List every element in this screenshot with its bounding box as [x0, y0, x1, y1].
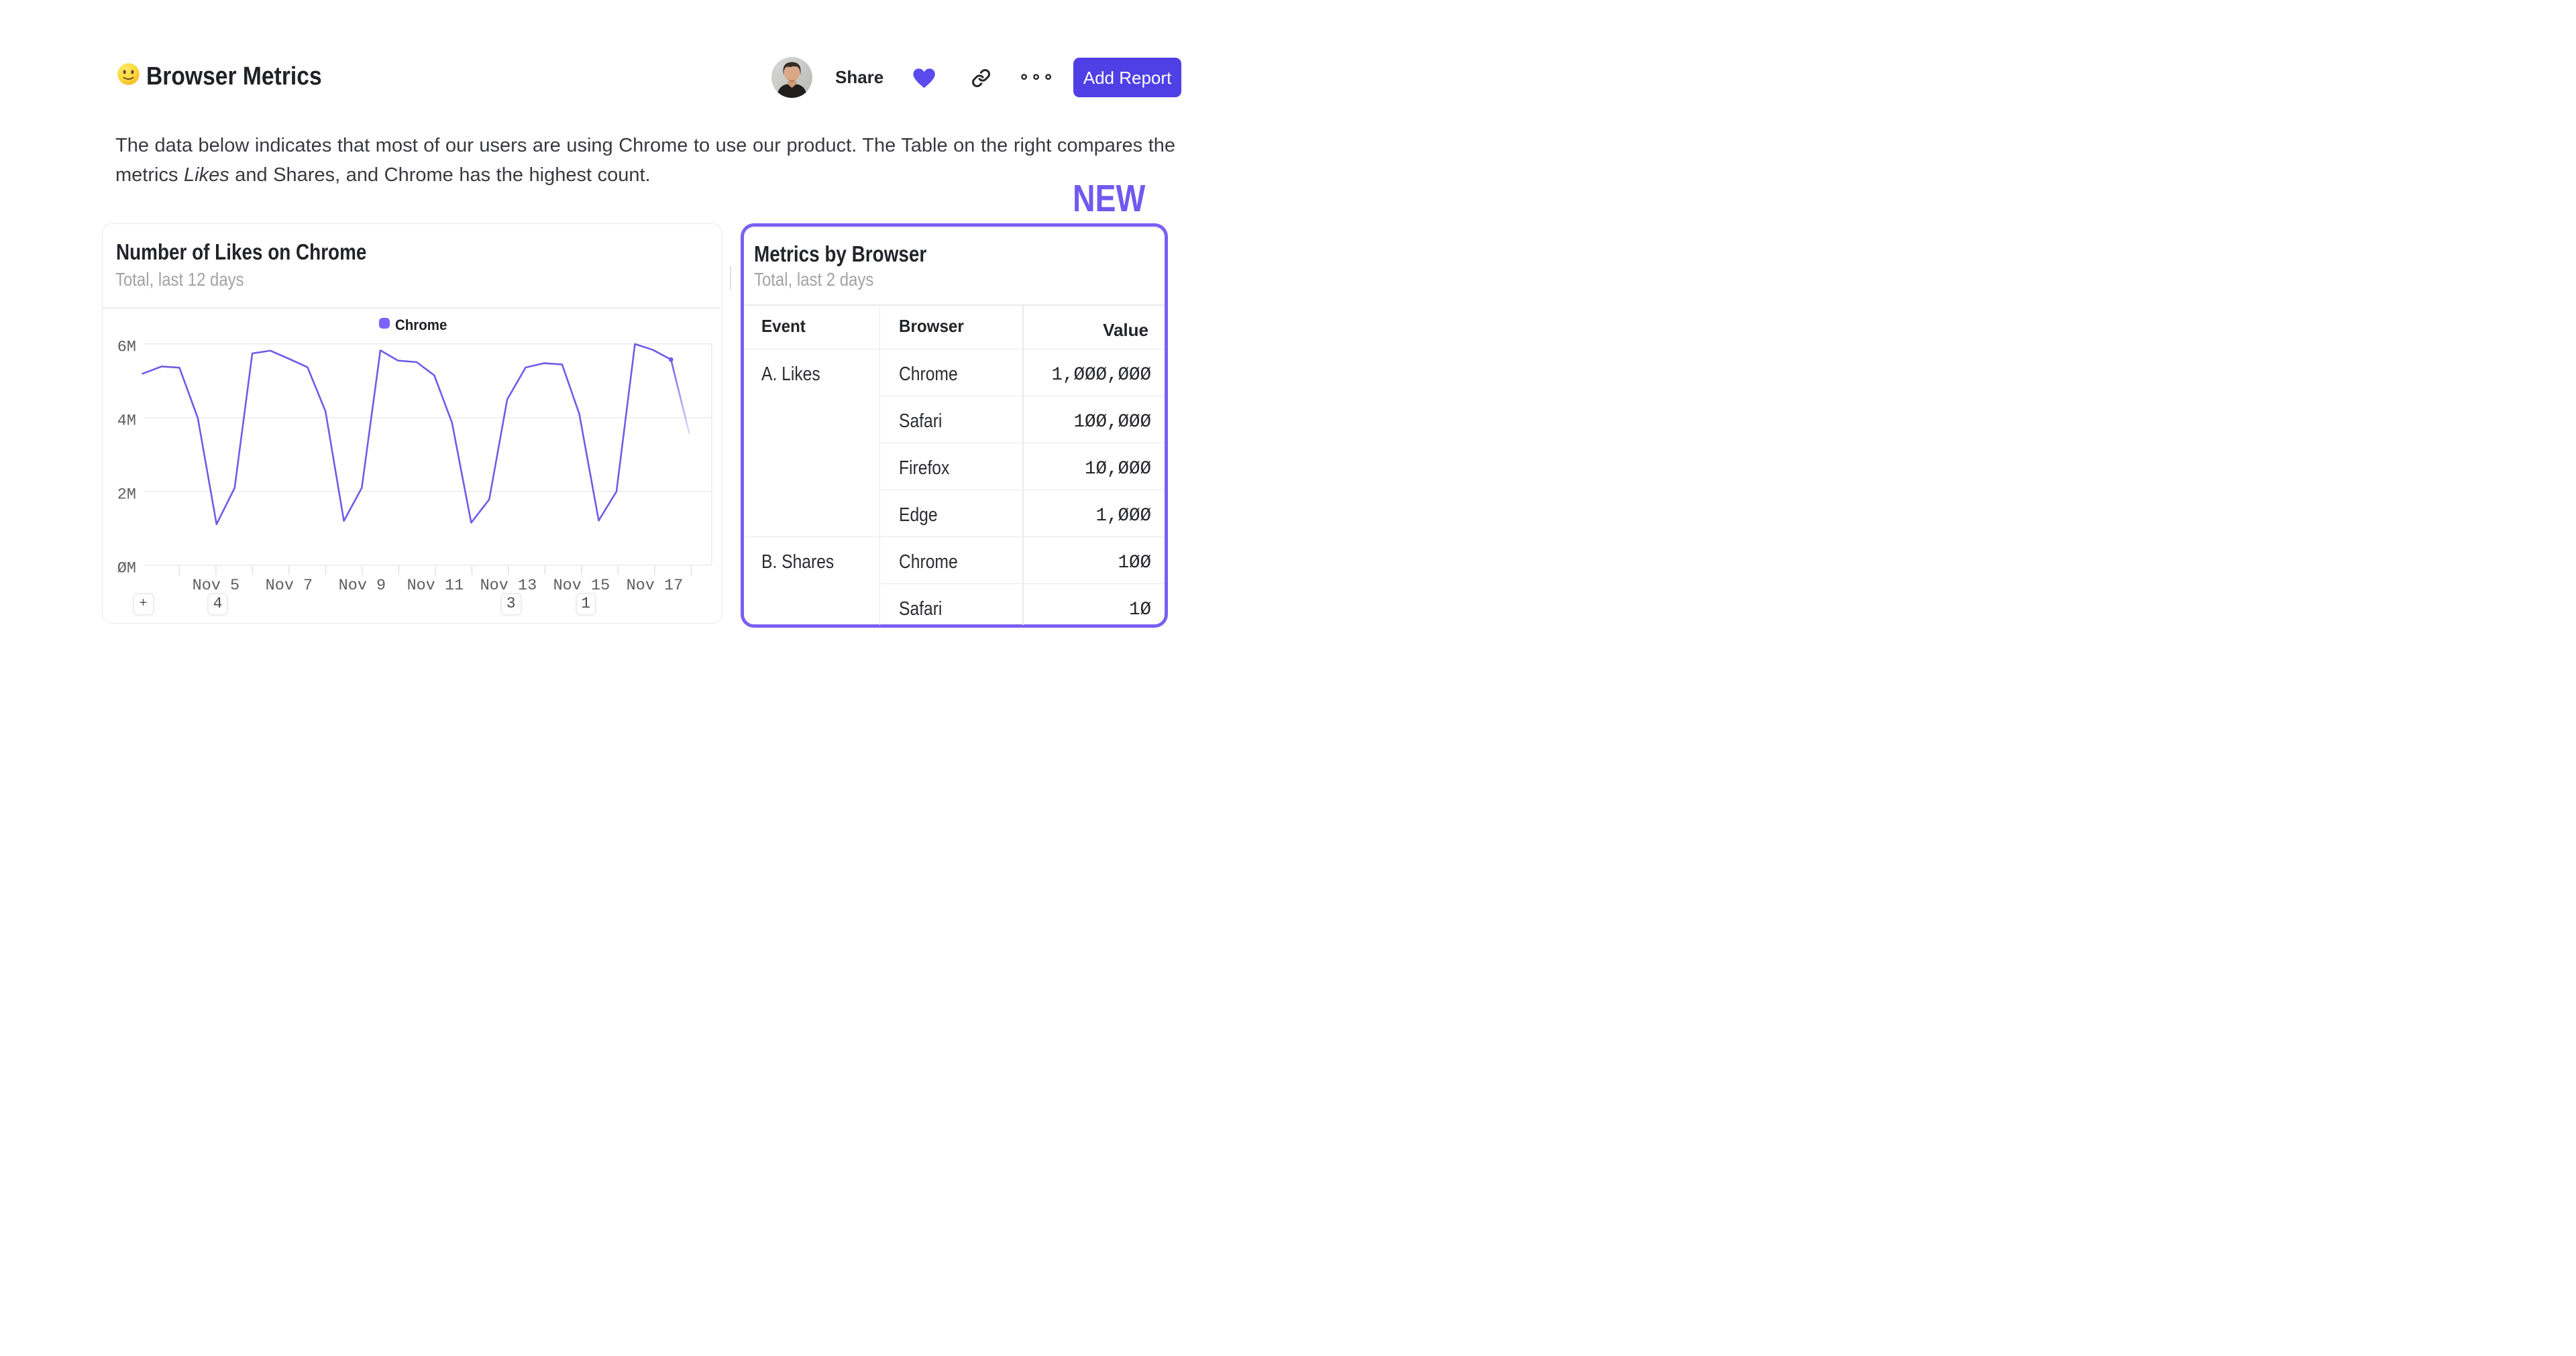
svg-text:Nov 11: Nov 11: [407, 577, 464, 595]
svg-text:ØM: ØM: [117, 560, 136, 578]
svg-text:Nov 7: Nov 7: [266, 577, 313, 595]
svg-text:Nov 15: Nov 15: [553, 577, 610, 595]
svg-text:2M: 2M: [117, 486, 136, 504]
svg-text:Nov 17: Nov 17: [627, 577, 684, 595]
svg-text:6M: 6M: [117, 339, 136, 357]
svg-text:Nov 5: Nov 5: [193, 577, 240, 595]
svg-text:Nov 9: Nov 9: [339, 577, 386, 595]
svg-text:4M: 4M: [117, 412, 136, 431]
svg-text:Nov 13: Nov 13: [480, 577, 537, 595]
